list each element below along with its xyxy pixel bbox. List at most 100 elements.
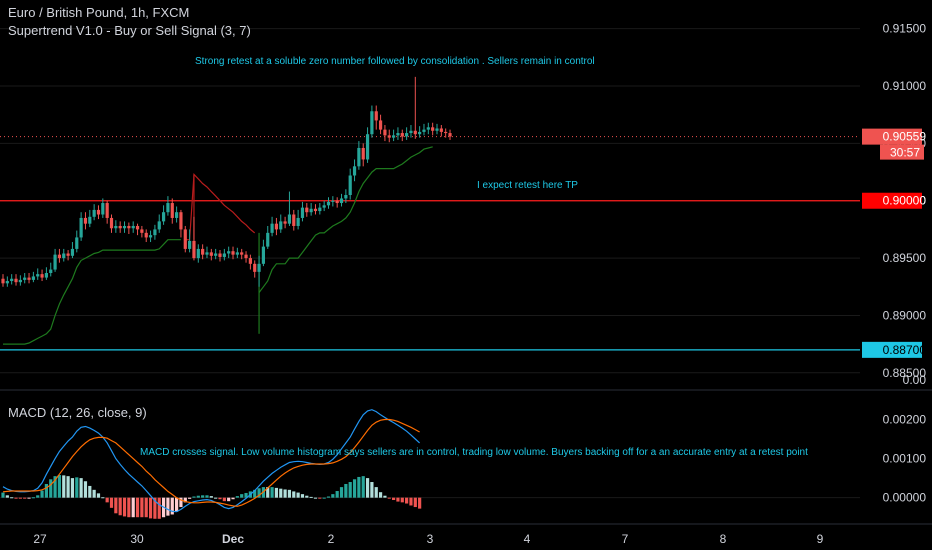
candle[interactable]: [326, 201, 331, 206]
candle[interactable]: [257, 263, 261, 272]
candle[interactable]: [448, 133, 452, 137]
candle[interactable]: [96, 209, 101, 215]
candle[interactable]: [1, 278, 5, 284]
price-axis[interactable]: 0.915000.910000.905000.900000.895000.890…: [862, 22, 926, 505]
candle[interactable]: [392, 135, 396, 138]
candle[interactable]: [435, 128, 439, 131]
candle[interactable]: [44, 273, 48, 278]
candle[interactable]: [352, 166, 357, 176]
candle[interactable]: [214, 253, 218, 256]
candle[interactable]: [413, 130, 417, 135]
candle[interactable]: [135, 225, 140, 230]
candle[interactable]: [14, 278, 18, 283]
candle[interactable]: [27, 277, 31, 280]
candle[interactable]: [122, 225, 127, 229]
candle[interactable]: [253, 263, 257, 272]
candle[interactable]: [361, 147, 365, 160]
candle[interactable]: [322, 205, 326, 208]
candle[interactable]: [153, 229, 157, 236]
candle[interactable]: [148, 235, 153, 238]
candle[interactable]: [118, 225, 122, 229]
candle[interactable]: [396, 133, 400, 136]
candle[interactable]: [18, 279, 22, 283]
candle[interactable]: [279, 221, 283, 230]
candle[interactable]: [66, 253, 70, 256]
candle[interactable]: [175, 212, 179, 218]
candle[interactable]: [400, 133, 404, 137]
candle[interactable]: [240, 252, 244, 255]
candle[interactable]: [365, 134, 370, 160]
candle[interactable]: [374, 111, 378, 121]
candle[interactable]: [300, 207, 305, 218]
candle[interactable]: [222, 253, 226, 257]
candle[interactable]: [444, 131, 448, 134]
candle[interactable]: [114, 225, 118, 229]
candle[interactable]: [88, 216, 92, 224]
candle[interactable]: [53, 254, 57, 270]
candle[interactable]: [101, 203, 105, 215]
candle[interactable]: [209, 252, 213, 256]
resistance-price-badge[interactable]: [862, 192, 922, 209]
candle[interactable]: [287, 214, 292, 224]
candle[interactable]: [70, 248, 75, 256]
candle[interactable]: [40, 274, 44, 278]
candle[interactable]: [57, 254, 62, 259]
candle[interactable]: [140, 229, 144, 233]
candle[interactable]: [274, 223, 279, 230]
candle[interactable]: [318, 207, 322, 212]
candle[interactable]: [131, 225, 135, 229]
candle[interactable]: [418, 131, 422, 135]
indicator-legend[interactable]: Supertrend V1.0 - Buy or Sell Signal (3,…: [8, 23, 251, 38]
candle[interactable]: [261, 246, 265, 264]
candle[interactable]: [201, 248, 205, 255]
candle[interactable]: [422, 129, 426, 132]
candle[interactable]: [105, 203, 109, 218]
candle[interactable]: [166, 203, 170, 213]
candle[interactable]: [283, 221, 287, 224]
candle[interactable]: [244, 254, 248, 259]
candle[interactable]: [23, 277, 27, 280]
candle[interactable]: [36, 274, 40, 277]
candle[interactable]: [161, 212, 166, 222]
candle[interactable]: [335, 200, 339, 204]
candle[interactable]: [270, 223, 274, 233]
candle[interactable]: [109, 217, 114, 229]
candle[interactable]: [231, 251, 235, 255]
time-axis[interactable]: 27 30 Dec 2 3 4 7 8 9: [0, 523, 932, 546]
candle[interactable]: [309, 208, 313, 213]
candle[interactable]: [383, 129, 387, 136]
candle[interactable]: [196, 248, 200, 259]
candle[interactable]: [179, 212, 183, 230]
candle[interactable]: [83, 217, 88, 224]
candle[interactable]: [31, 276, 35, 280]
candle[interactable]: [127, 225, 131, 229]
candle[interactable]: [157, 221, 161, 230]
candle[interactable]: [49, 269, 53, 273]
candle[interactable]: [235, 252, 239, 255]
candle[interactable]: [5, 281, 9, 284]
candle[interactable]: [387, 135, 391, 138]
candle[interactable]: [183, 229, 187, 249]
candle[interactable]: [92, 209, 96, 217]
candle[interactable]: [248, 258, 252, 264]
candle[interactable]: [357, 147, 361, 167]
candle[interactable]: [339, 198, 344, 204]
last-price-badge[interactable]: [862, 128, 922, 145]
candle[interactable]: [439, 128, 443, 132]
candle[interactable]: [266, 232, 270, 247]
candle[interactable]: [405, 133, 409, 137]
candle[interactable]: [192, 240, 196, 259]
candle[interactable]: [144, 232, 148, 238]
candle[interactable]: [431, 127, 435, 131]
candle[interactable]: [79, 217, 83, 238]
candle[interactable]: [344, 195, 348, 199]
candle[interactable]: [305, 207, 309, 213]
support-price-badge[interactable]: [862, 341, 922, 358]
macd-legend[interactable]: MACD (12, 26, close, 9): [8, 405, 147, 420]
candle[interactable]: [75, 237, 79, 249]
candle[interactable]: [331, 200, 335, 202]
candle[interactable]: [10, 278, 14, 282]
candle[interactable]: [348, 175, 352, 196]
candle[interactable]: [292, 214, 296, 226]
